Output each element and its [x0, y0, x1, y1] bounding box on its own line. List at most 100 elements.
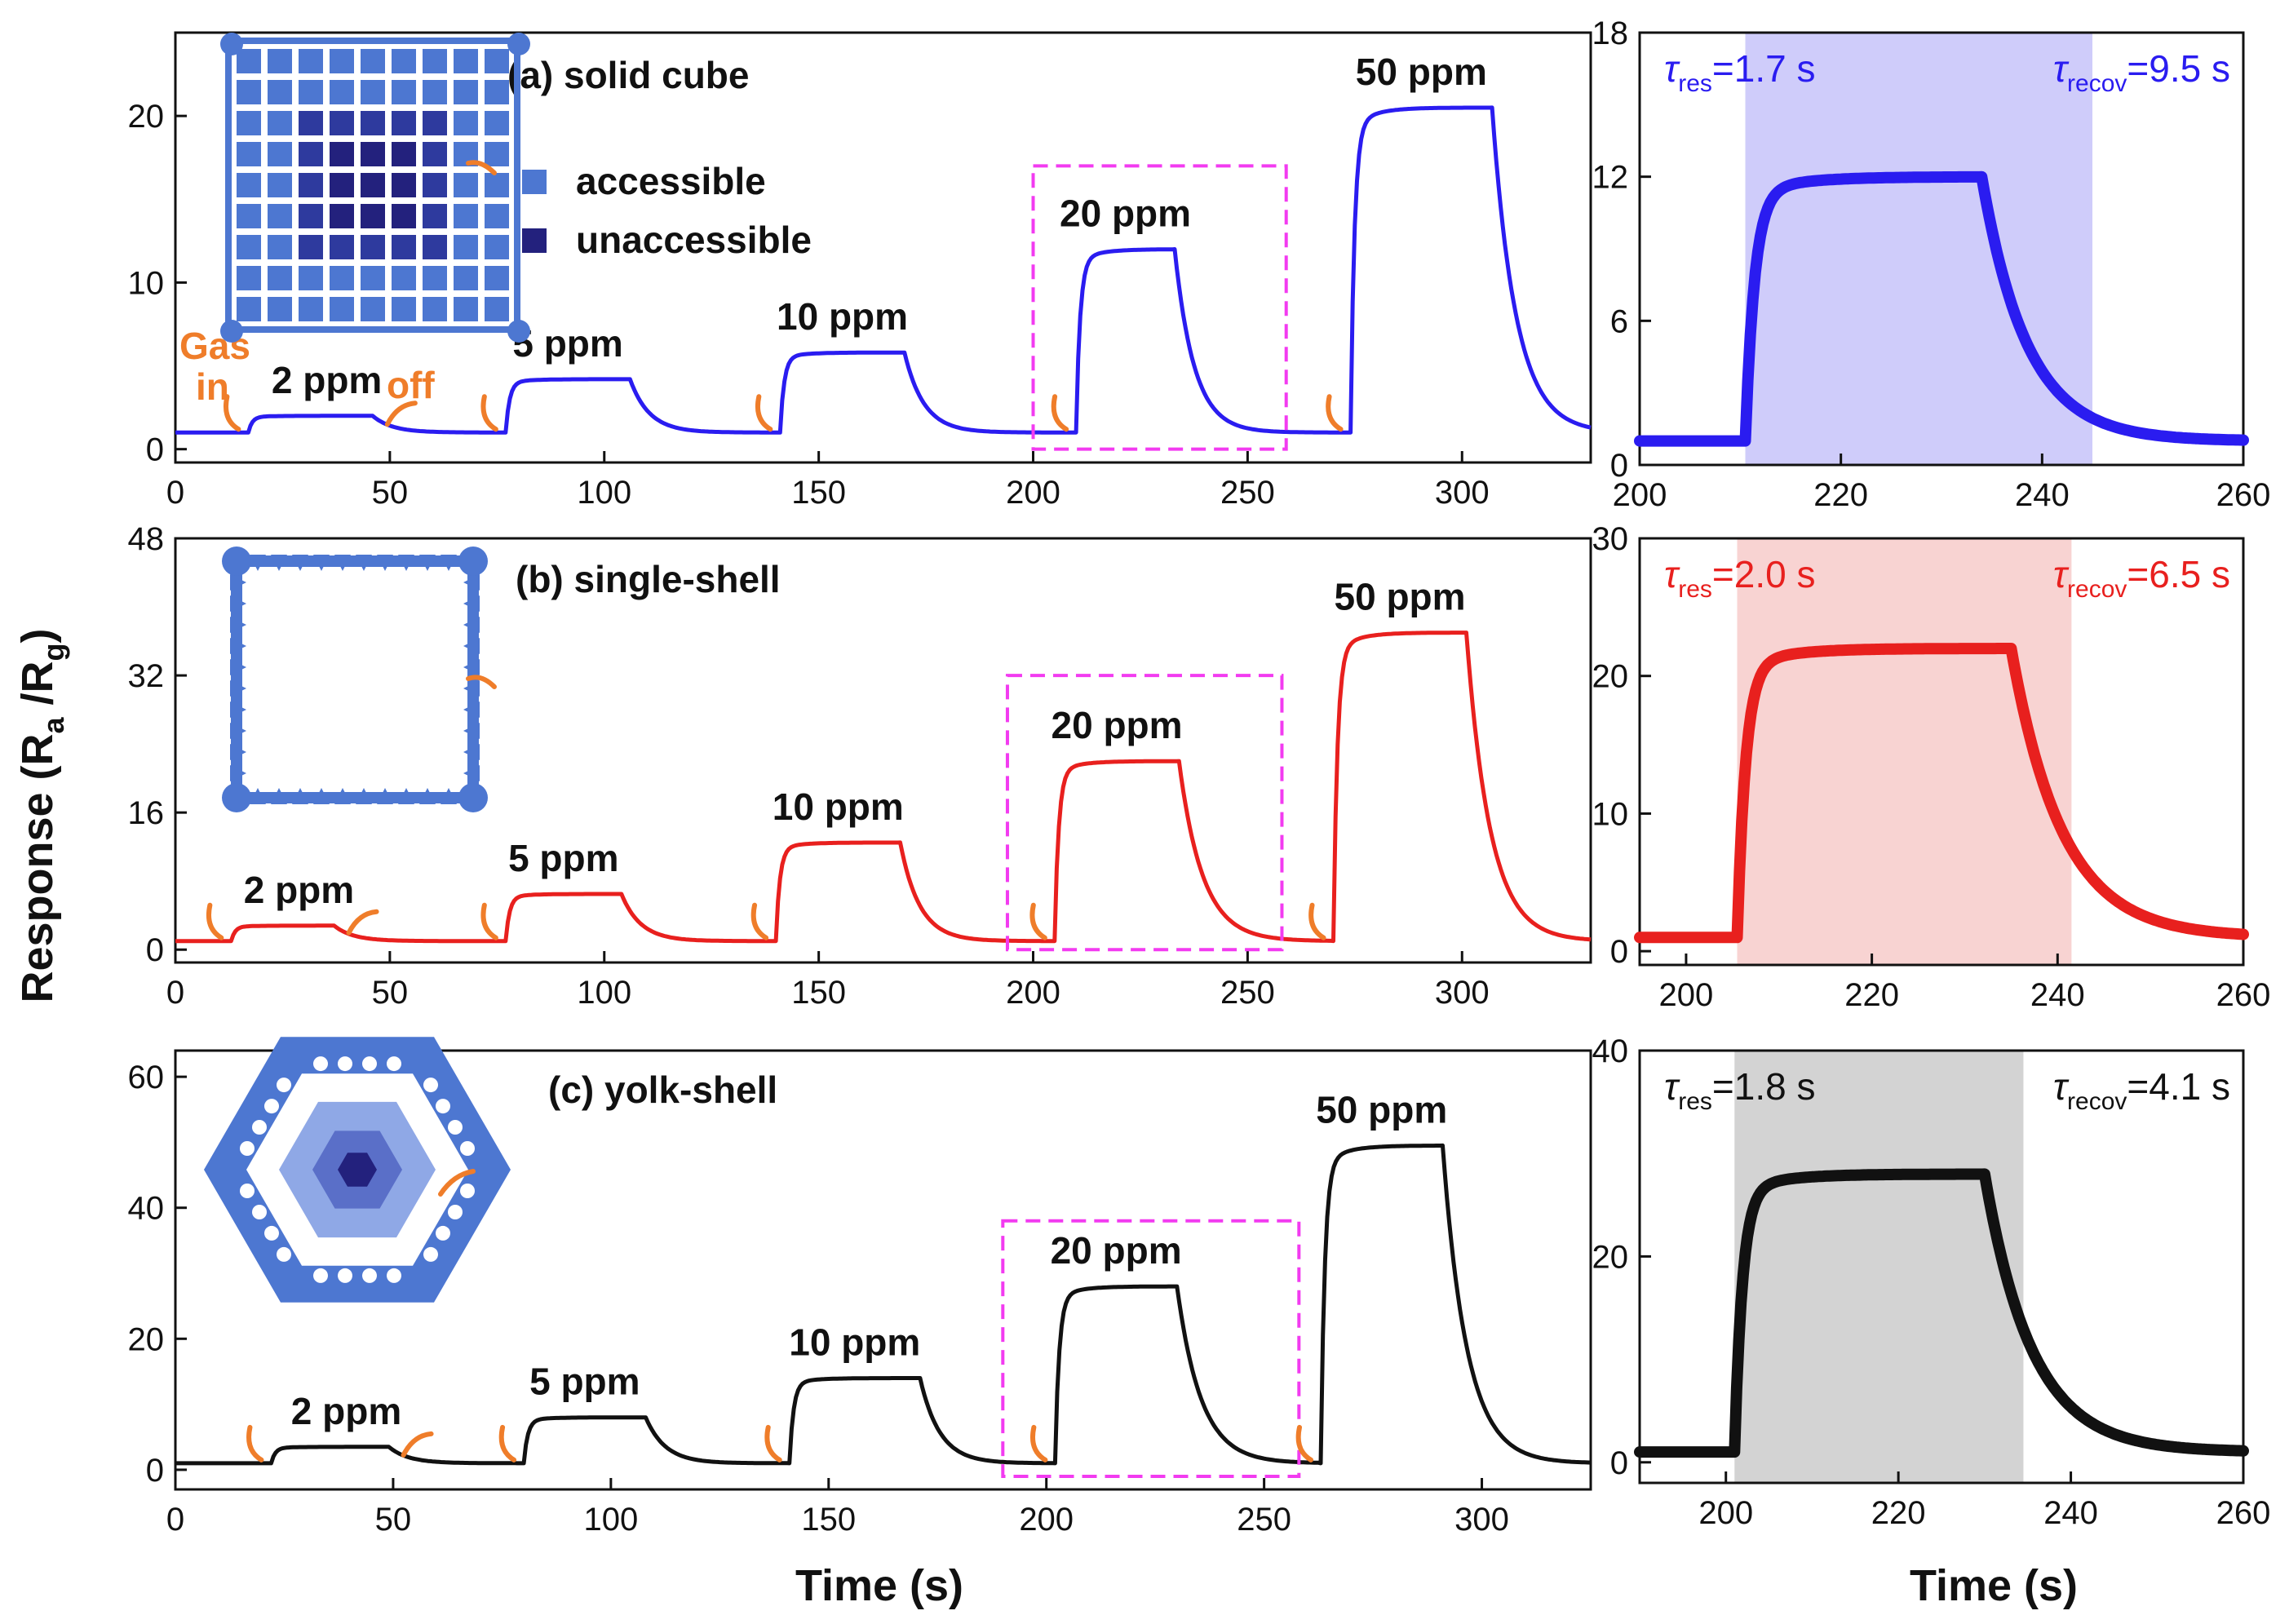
cube-cell-0-1	[237, 80, 261, 104]
yolk-tooth-5-3	[448, 1120, 463, 1135]
shell-tri-top-156	[356, 555, 372, 571]
shell-tri-right-52	[463, 595, 480, 612]
a-gas-in-arrow-1	[480, 394, 498, 432]
a-pulse-label-1: 5 ppm	[512, 322, 622, 365]
cube-cell-8-7	[485, 266, 509, 290]
cube-cell-4-2	[361, 111, 385, 135]
panel-a-solid-cube: 0 50 100 150 200 250 300 0 10 20 2 ppm 5 ppm 10 ppm 2…	[128, 31, 1592, 511]
cube-cell-2-3	[299, 142, 323, 166]
c-gas-off-arrow	[401, 1431, 434, 1458]
shell-tri-right-156	[463, 680, 480, 697]
c_zoom-ytick-label-0: 0	[1610, 1445, 1628, 1481]
off-label: off	[387, 364, 435, 406]
yolk-tooth-0-3	[436, 1225, 450, 1241]
cube-cell-7-4	[454, 173, 478, 197]
a-ytick-label-2: 20	[128, 99, 165, 135]
cube-corner-3	[507, 320, 530, 343]
b-pulse-label-2: 10 ppm	[773, 785, 904, 828]
c-xtick-label-1: 50	[375, 1502, 412, 1538]
a-gas-in-arrow-4	[1326, 394, 1344, 432]
cube-cell-1-3	[268, 142, 292, 166]
shell-tri-bot-104	[313, 788, 330, 804]
b-gas-in-arrow-4	[1308, 902, 1326, 940]
b-gas-in-arrow-3	[1029, 902, 1047, 940]
a_zoom-shade-band	[1745, 33, 2092, 465]
a-ytick-label-1: 10	[128, 265, 165, 301]
cube-cell-3-2	[330, 111, 354, 135]
b_zoom-ytick-label-0: 0	[1610, 934, 1628, 970]
legend-accessible-swatch	[522, 170, 547, 194]
shell-tri-left-208	[230, 723, 246, 739]
shell-tri-top-26	[250, 555, 266, 571]
b-gas-in-arrow-2	[750, 902, 769, 940]
shell-tri-top-78	[292, 555, 308, 571]
cube-cell-0-4	[237, 173, 261, 197]
yolk-gas-arrow	[438, 1169, 476, 1197]
c_zoom-response-markers	[1634, 1168, 2249, 1458]
cube-outline	[225, 38, 520, 333]
c_zoom-tau-recov: τrecov=4.1 s	[2053, 1065, 2230, 1115]
c_zoom-xtick-label-1: 220	[1871, 1495, 1926, 1531]
cube-cell-5-5	[392, 204, 416, 228]
b-ytick-label-2: 32	[128, 658, 165, 694]
cube-cell-8-6	[485, 235, 509, 259]
a-ytick-label-0: 0	[146, 432, 164, 468]
cube-cell-4-8	[361, 297, 385, 321]
cube-cell-1-6	[268, 235, 292, 259]
cube-cell-4-6	[361, 235, 385, 259]
cube-cell-1-7	[268, 266, 292, 290]
b_zoom-response-markers	[1634, 643, 2249, 944]
cube-cell-3-0	[330, 49, 354, 73]
a-xtick-label-5: 250	[1220, 475, 1275, 511]
c_zoom-xtick-label-3: 260	[2216, 1495, 2271, 1531]
shell-corner-0	[222, 546, 251, 576]
b-pulse-label-3: 20 ppm	[1052, 704, 1183, 746]
b_zoom-shade-band	[1737, 538, 2072, 965]
cube-cell-4-0	[361, 49, 385, 73]
yolk-tooth-3-2	[252, 1120, 267, 1135]
b-xtick-label-5: 250	[1220, 975, 1275, 1011]
cube-cell-4-1	[361, 80, 385, 104]
shell-tri-right-26	[463, 574, 480, 591]
b_zoom-plot-frame	[1638, 537, 2245, 967]
shell-tri-left-52	[230, 595, 246, 612]
c-gas-in-arrow-3	[1029, 1424, 1048, 1462]
b-gas-off-arrow	[346, 909, 379, 936]
cube-cell-2-5	[299, 204, 323, 228]
b-ytick-label-3: 48	[128, 521, 165, 557]
cube-cell-0-6	[237, 235, 261, 259]
a-pulse-label-4: 50 ppm	[1356, 51, 1487, 93]
cube-cell-3-8	[330, 297, 354, 321]
a_zoom-xtick-label-0: 200	[1613, 477, 1667, 513]
shell-tri-left-104	[230, 638, 246, 654]
cube-cell-4-7	[361, 266, 385, 290]
a-plot-frame	[174, 31, 1592, 464]
cube-cell-0-8	[237, 297, 261, 321]
c-response-line	[175, 1143, 1592, 1466]
yolk-tooth-4-4	[387, 1056, 401, 1072]
c-pulse-label-4: 50 ppm	[1316, 1088, 1447, 1131]
cube-cell-2-8	[299, 297, 323, 321]
b_zoom-xtick-label-1: 220	[1844, 977, 1899, 1013]
panel-c-yolk-shell: 0 50 100 150 200 250 300 0 20 40 60 2 ppm 5 ppm 10 pp…	[128, 1049, 1592, 1538]
cube-cell-2-7	[299, 266, 323, 290]
cube-cell-2-0	[299, 49, 323, 73]
cube-cell-3-3	[330, 142, 354, 166]
shell-tri-left-130	[230, 659, 246, 675]
shell-corner-1	[458, 546, 488, 576]
b_zoom-tau-recov: τrecov=6.5 s	[2053, 553, 2230, 603]
shell-tri-top-208	[398, 555, 414, 571]
cube-cell-8-1	[485, 80, 509, 104]
panel-c-title: (c) yolk-shell	[548, 1069, 777, 1111]
y-axis-title: Response (Ra /Rg)	[13, 628, 70, 1002]
cube-cell-4-4	[361, 173, 385, 197]
c-ytick-label-3: 60	[128, 1060, 165, 1095]
shell-tri-right-260	[463, 765, 480, 781]
c_zoom-xtick-label-2: 240	[2043, 1495, 2098, 1531]
shell-tri-top-104	[313, 555, 330, 571]
cube-cell-5-0	[392, 49, 416, 73]
cube-cell-6-6	[423, 235, 447, 259]
cube-cell-0-0	[237, 49, 261, 73]
b_zoom-tau-res: τres=2.0 s	[1664, 553, 1816, 603]
panel-a-title: (a) solid cube	[507, 54, 749, 96]
